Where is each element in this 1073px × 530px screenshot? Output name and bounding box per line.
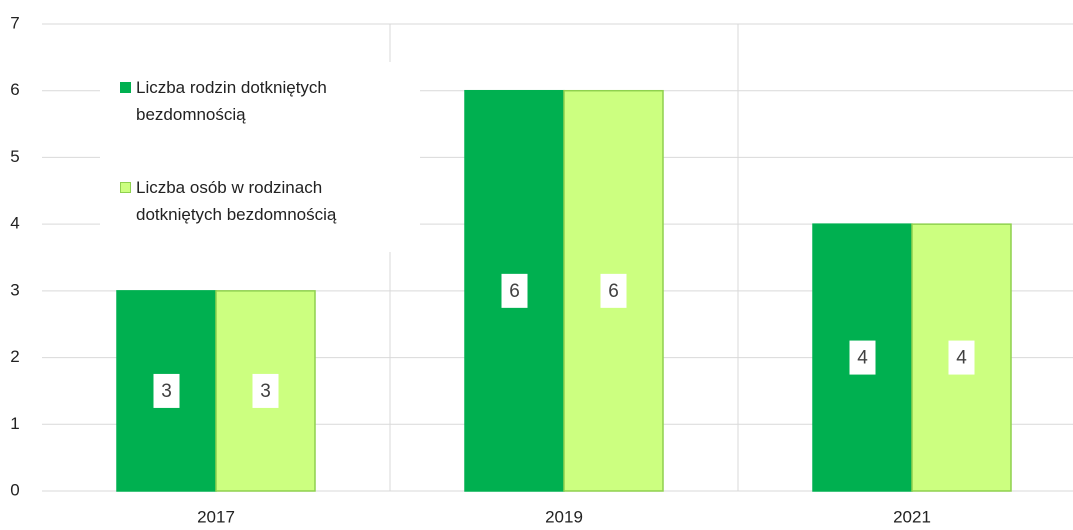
legend-entry: Liczba rodzin dotkniętych bezdomnością <box>120 74 408 128</box>
x-tick-label: 2019 <box>545 507 583 526</box>
y-tick-label: 3 <box>10 280 19 299</box>
data-label: 4 <box>956 348 967 369</box>
data-label: 4 <box>857 348 868 369</box>
data-label-box <box>252 373 279 408</box>
data-label-box <box>849 340 876 375</box>
data-label: 3 <box>161 381 172 402</box>
legend-label: Liczba osób w rodzinach dotkniętych bezd… <box>136 178 337 224</box>
data-label: 6 <box>608 281 619 302</box>
data-label-box <box>948 340 975 375</box>
data-label: 3 <box>260 381 271 402</box>
y-tick-label: 5 <box>10 147 19 166</box>
legend-swatch <box>120 82 131 93</box>
legend-entry: Liczba osób w rodzinach dotkniętych bezd… <box>120 174 408 228</box>
y-tick-label: 1 <box>10 414 19 433</box>
y-tick-label: 2 <box>10 347 19 366</box>
y-tick-label: 7 <box>10 13 19 32</box>
data-label-box <box>501 273 528 308</box>
y-tick-label: 0 <box>10 480 19 499</box>
data-label-box <box>600 273 627 308</box>
legend: Liczba rodzin dotkniętych bezdomnością Li… <box>100 62 420 252</box>
legend-label: Liczba rodzin dotkniętych bezdomnością <box>136 78 327 124</box>
data-label: 6 <box>509 281 520 302</box>
y-tick-label: 4 <box>10 214 19 233</box>
y-tick-label: 6 <box>10 80 19 99</box>
x-tick-label: 2021 <box>893 507 931 526</box>
legend-swatch <box>120 182 131 193</box>
data-label-box <box>153 373 180 408</box>
x-tick-label: 2017 <box>197 507 235 526</box>
